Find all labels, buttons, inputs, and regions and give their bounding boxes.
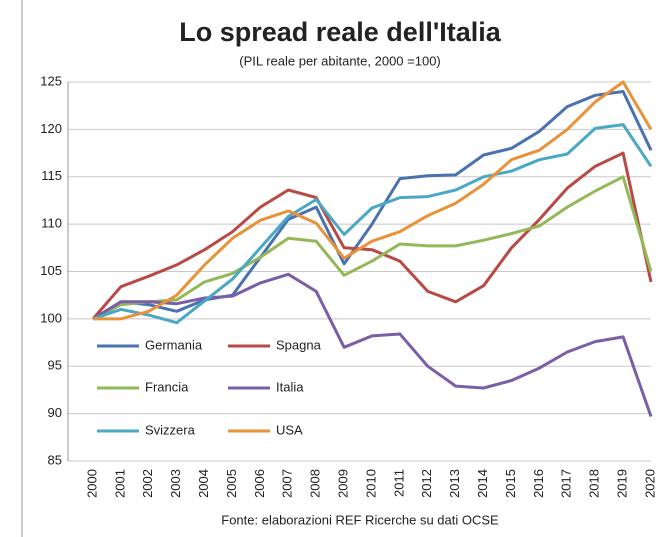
x-tick-label: 2001 bbox=[112, 469, 127, 498]
legend-label: Svizzera bbox=[145, 422, 196, 437]
legend-label: Germania bbox=[145, 337, 203, 352]
legend-label: Italia bbox=[276, 379, 304, 394]
x-tick-label: 2006 bbox=[252, 469, 267, 498]
x-tick-label: 2005 bbox=[224, 469, 239, 498]
x-tick-label: 2012 bbox=[419, 469, 434, 498]
x-tick-label: 2016 bbox=[531, 469, 546, 498]
legend-label: Francia bbox=[145, 379, 189, 394]
x-tick-label: 2004 bbox=[196, 469, 211, 498]
y-tick-label: 95 bbox=[48, 358, 62, 373]
x-tick-label: 2003 bbox=[168, 469, 183, 498]
x-tick-label: 2020 bbox=[642, 469, 656, 498]
y-tick-label: 105 bbox=[40, 263, 62, 278]
x-tick-label: 2000 bbox=[84, 469, 99, 498]
x-tick-label: 2014 bbox=[475, 469, 490, 498]
x-tick-label: 2008 bbox=[308, 469, 323, 498]
x-tick-label: 2017 bbox=[559, 469, 574, 498]
y-tick-label: 115 bbox=[41, 168, 62, 183]
y-tick-label: 120 bbox=[40, 121, 62, 136]
series-line bbox=[93, 80, 653, 321]
chart-title: Lo spread reale dell'Italia bbox=[179, 17, 502, 47]
x-tick-label: 2015 bbox=[503, 469, 518, 498]
y-tick-label: 90 bbox=[48, 405, 62, 420]
series-line bbox=[92, 90, 653, 321]
y-tick-label: 85 bbox=[48, 452, 62, 467]
series-line bbox=[92, 272, 653, 417]
x-tick-label: 2009 bbox=[336, 469, 351, 498]
y-tick-label: 125 bbox=[40, 73, 62, 88]
legend-label: Spagna bbox=[276, 337, 322, 352]
x-tick-label: 2002 bbox=[140, 469, 155, 498]
series-line bbox=[91, 151, 653, 320]
source: Fonte: elaborazioni REF Ricerche su dati… bbox=[221, 512, 499, 527]
y-tick-label: 100 bbox=[40, 310, 62, 325]
x-tick-label: 2013 bbox=[447, 469, 462, 498]
series-line bbox=[92, 175, 653, 321]
x-tick-label: 2010 bbox=[363, 469, 378, 498]
y-tick-label: 110 bbox=[41, 216, 62, 231]
x-tick-label: 2011 bbox=[391, 469, 406, 497]
x-tick-label: 2007 bbox=[280, 469, 295, 498]
x-tick-label: 2018 bbox=[587, 469, 602, 498]
legend-label: USA bbox=[276, 422, 303, 437]
x-tick-label: 2019 bbox=[615, 469, 630, 498]
series-line bbox=[92, 123, 653, 325]
chart-subtitle: (PIL reale per abitante, 2000 =100) bbox=[239, 53, 441, 68]
